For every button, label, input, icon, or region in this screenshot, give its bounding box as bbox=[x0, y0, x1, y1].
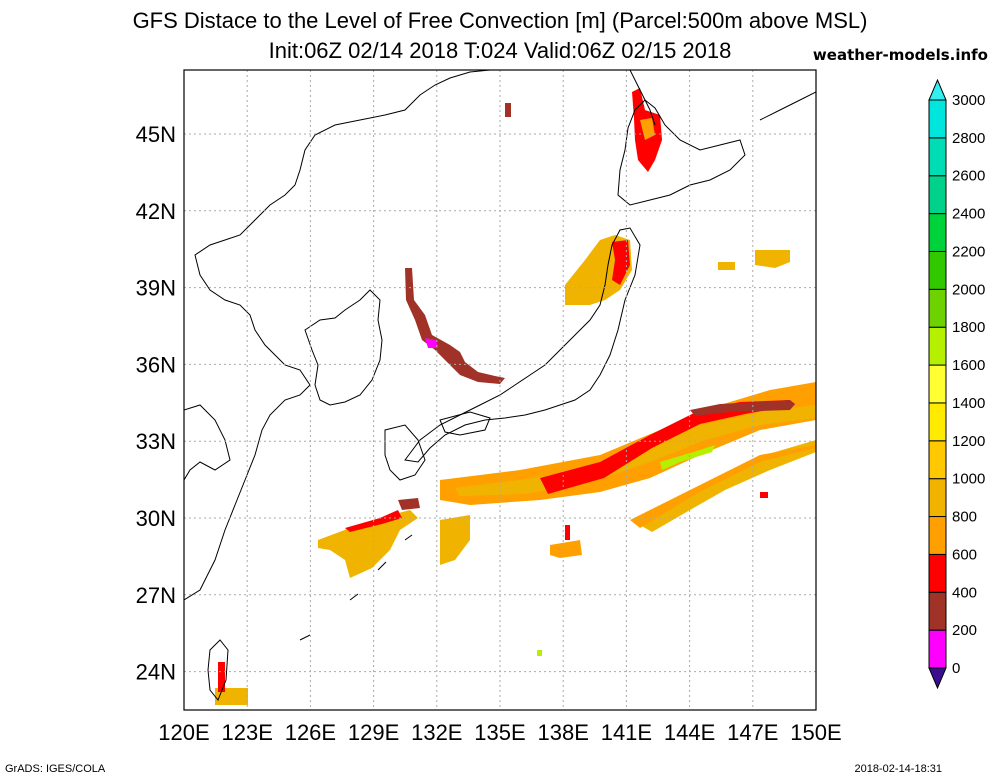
coast-honshu bbox=[404, 227, 641, 463]
lat-tick-label: 36N bbox=[136, 352, 176, 377]
coast-kurils bbox=[759, 91, 816, 121]
field-taiwan bbox=[215, 688, 248, 705]
colorbar-swatch bbox=[928, 326, 947, 366]
colorbar-label: 2200 bbox=[952, 243, 985, 260]
lon-tick-label: 144E bbox=[664, 720, 715, 745]
grid-layer bbox=[184, 70, 816, 710]
field-dot bbox=[760, 492, 768, 498]
colorbar-label: 1800 bbox=[952, 319, 985, 336]
colorbar-swatch bbox=[928, 553, 947, 593]
colorbar-label: 1000 bbox=[952, 471, 985, 488]
field-patch-ryukyu bbox=[440, 515, 470, 565]
lon-tick-label: 135E bbox=[474, 720, 525, 745]
software-credit: GrADS: IGES/COLA bbox=[5, 763, 106, 775]
field-dot bbox=[505, 103, 511, 117]
field-band-south-2 bbox=[630, 445, 816, 528]
lon-tick-label: 150E bbox=[790, 720, 841, 745]
colorbar-label: 0 bbox=[952, 660, 960, 677]
lon-tick-label: 126E bbox=[285, 720, 336, 745]
field-patch-west-brown bbox=[398, 498, 420, 510]
field-bonin bbox=[550, 540, 582, 558]
coast-taiwan bbox=[207, 639, 229, 701]
colorbar-label: 2000 bbox=[952, 281, 985, 298]
coast-china-bay bbox=[184, 404, 231, 481]
field-tohoku-red bbox=[612, 240, 630, 285]
lat-tick-label: 27N bbox=[136, 583, 176, 608]
colorbar-swatch bbox=[928, 478, 947, 518]
coastline-layer bbox=[184, 70, 816, 701]
colorbar-label: 3000 bbox=[952, 92, 985, 109]
lon-tick-labels: 120E 123E 126E 129E 132E 135E 138E 141E 144E 147E… bbox=[158, 720, 841, 745]
field-japan-sea-magenta bbox=[425, 338, 438, 348]
field-taiwan-red bbox=[218, 662, 225, 692]
coast-kyushu bbox=[384, 424, 426, 481]
lat-tick-label: 45N bbox=[136, 122, 176, 147]
colorbar-swatch bbox=[928, 440, 947, 480]
lat-tick-label: 39N bbox=[136, 276, 176, 301]
colorbar-swatch bbox=[928, 213, 947, 252]
lon-tick-label: 132E bbox=[411, 720, 462, 745]
chart-subtitle: Init:06Z 02/14 2018 T:024 Valid:06Z 02/1… bbox=[268, 38, 732, 63]
colorbar-swatch bbox=[928, 250, 947, 290]
colorbar-label: 2600 bbox=[952, 168, 985, 185]
lon-tick-label: 141E bbox=[601, 720, 652, 745]
field-patch-west bbox=[318, 510, 418, 578]
colorbar-swatch bbox=[928, 364, 947, 404]
colorbar-min-arrow bbox=[928, 667, 947, 690]
lon-tick-label: 120E bbox=[158, 720, 209, 745]
colorbar-label: 200 bbox=[952, 622, 977, 639]
colorbar-swatch bbox=[928, 288, 947, 328]
site-label: weather-models.info bbox=[812, 46, 988, 64]
lon-tick-label: 129E bbox=[348, 720, 399, 745]
colorbar-label: 1200 bbox=[952, 433, 985, 450]
lon-tick-label: 138E bbox=[538, 720, 589, 745]
colorbar-swatch bbox=[928, 402, 947, 442]
field-hokkaido-orange bbox=[640, 118, 655, 140]
colorbar-swatch bbox=[928, 516, 947, 555]
coast-ryukyu bbox=[299, 534, 413, 641]
colorbar-max-arrow bbox=[928, 78, 947, 101]
lat-tick-label: 33N bbox=[136, 429, 176, 454]
colorbar-label: 600 bbox=[952, 546, 977, 563]
field-japan-sea-brown bbox=[405, 268, 505, 384]
colorbar-swatch bbox=[928, 137, 947, 177]
coast-mainland bbox=[184, 70, 491, 601]
map-plot-area: 120E 123E 126E 129E 132E 135E 138E 141E 144E 147E… bbox=[136, 69, 842, 745]
lat-tick-label: 24N bbox=[136, 660, 176, 685]
lfc-field-layer bbox=[215, 88, 816, 705]
coast-korea bbox=[304, 289, 383, 406]
generation-timestamp: 2018-02-14-18:31 bbox=[854, 763, 942, 775]
field-band-red bbox=[540, 400, 795, 494]
coast-sakhalin bbox=[629, 70, 656, 126]
field-ne-patch bbox=[718, 250, 790, 270]
field-bonin-red bbox=[565, 525, 570, 540]
colorbar-label: 400 bbox=[952, 584, 977, 601]
colorbar-swatch bbox=[928, 629, 947, 669]
lat-tick-label: 42N bbox=[136, 199, 176, 224]
plot-frame bbox=[183, 69, 817, 711]
field-band-brown bbox=[690, 400, 795, 416]
lat-tick-labels: 24N 27N 30N 33N 36N 39N 42N 45N bbox=[136, 122, 176, 685]
colorbar: 0 200 400 600 800 1000 1200 1400 1600 1800 2000 220… bbox=[928, 78, 985, 690]
coast-shikoku bbox=[439, 411, 491, 436]
colorbar-label: 1400 bbox=[952, 395, 985, 412]
coast-hokkaido bbox=[617, 99, 746, 206]
chart-title: GFS Distace to the Level of Free Convect… bbox=[132, 8, 868, 33]
colorbar-swatch bbox=[928, 591, 947, 631]
lon-tick-label: 123E bbox=[222, 720, 273, 745]
colorbar-label: 2400 bbox=[952, 206, 985, 223]
colorbar-swatch bbox=[928, 175, 947, 215]
field-band-south bbox=[640, 440, 816, 532]
colorbar-label: 800 bbox=[952, 509, 977, 526]
field-dot bbox=[537, 650, 542, 656]
lon-tick-label: 147E bbox=[727, 720, 778, 745]
colorbar-label: 2800 bbox=[952, 130, 985, 147]
field-band-green bbox=[660, 445, 715, 470]
colorbar-swatch bbox=[928, 99, 947, 139]
lat-tick-label: 30N bbox=[136, 506, 176, 531]
colorbar-label: 1600 bbox=[952, 357, 985, 374]
